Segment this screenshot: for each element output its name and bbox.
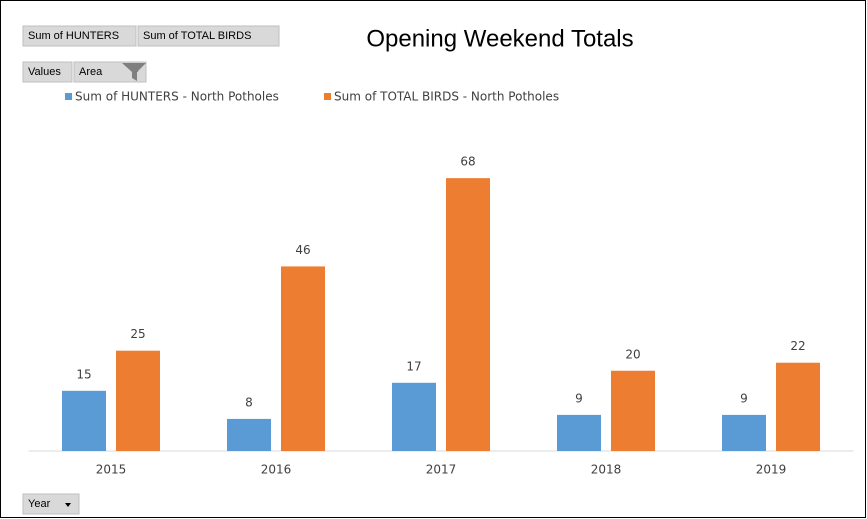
- legend-label: Sum of TOTAL BIRDS - North Potholes: [334, 90, 559, 104]
- pivot-button-label[interactable]: Values: [28, 66, 61, 78]
- pivot-button-label[interactable]: Year: [28, 498, 51, 510]
- pivot-button[interactable]: [137, 25, 280, 47]
- bar: [776, 362, 820, 451]
- data-label: 9: [740, 391, 748, 405]
- bar: [722, 414, 766, 451]
- data-label: 68: [460, 155, 475, 169]
- x-tick-label: 2017: [426, 463, 457, 477]
- legend-label: Sum of HUNTERS - North Potholes: [75, 90, 279, 104]
- chart-title: Opening Weekend Totals: [366, 25, 633, 52]
- legend-swatch: [65, 93, 72, 100]
- pivot-button-label[interactable]: Sum of TOTAL BIRDS: [143, 30, 251, 42]
- data-label: 25: [130, 327, 145, 341]
- bar: [62, 390, 106, 451]
- data-label: 8: [245, 395, 253, 409]
- pivot-button[interactable]: [22, 493, 80, 515]
- x-tick-label: 2019: [756, 463, 787, 477]
- dropdown-arrow[interactable]: [65, 503, 71, 507]
- legend-swatch: [324, 93, 331, 100]
- data-label: 9: [575, 391, 583, 405]
- bar: [116, 350, 160, 451]
- bar: [227, 418, 271, 451]
- bar: [446, 178, 490, 451]
- data-label: 46: [295, 243, 310, 257]
- filter-icon[interactable]: [122, 63, 146, 81]
- pivot-button[interactable]: [22, 61, 73, 83]
- bar: [281, 266, 325, 451]
- x-tick-label: 2015: [96, 463, 127, 477]
- x-tick-label: 2016: [261, 463, 292, 477]
- pivot-button[interactable]: [22, 25, 137, 47]
- bar: [557, 414, 601, 451]
- bar: [611, 370, 655, 451]
- data-label: 20: [625, 347, 640, 361]
- pivot-button-label[interactable]: Area: [79, 66, 103, 78]
- pivot-button-label[interactable]: Sum of HUNTERS: [28, 30, 119, 42]
- data-label: 15: [76, 367, 91, 381]
- data-label: 17: [406, 359, 421, 373]
- x-tick-label: 2018: [591, 463, 622, 477]
- bar: [392, 382, 436, 451]
- data-label: 22: [790, 339, 805, 353]
